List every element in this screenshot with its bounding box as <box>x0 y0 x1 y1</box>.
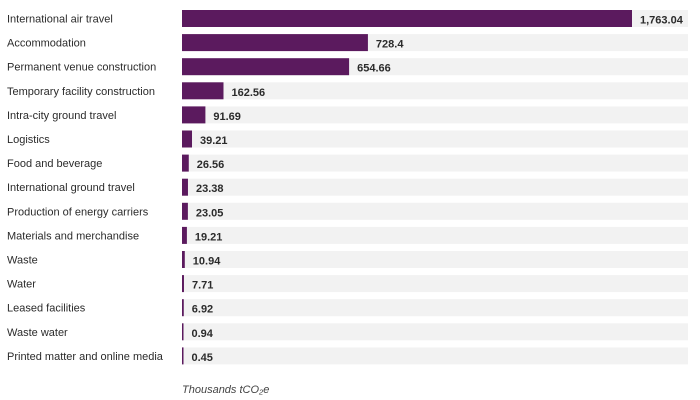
bar <box>182 58 350 76</box>
bar <box>182 34 368 52</box>
bar <box>182 202 188 220</box>
value-label: 654.66 <box>357 63 391 75</box>
category-label: Food and beverage <box>7 158 102 170</box>
value-label: 6.92 <box>192 304 213 316</box>
value-label: 162.56 <box>231 87 265 99</box>
category-label: Leased facilities <box>7 303 86 315</box>
bar-track <box>182 154 688 172</box>
bar <box>182 323 184 341</box>
bar-track <box>182 299 688 317</box>
category-label: Temporary facility construction <box>7 86 155 98</box>
bar-track <box>182 130 688 148</box>
bar-track <box>182 202 688 220</box>
bar <box>182 275 184 293</box>
bar <box>182 251 185 268</box>
category-label: Printed matter and online media <box>7 351 164 363</box>
value-label: 728.4 <box>376 39 404 51</box>
bar <box>182 10 632 27</box>
value-label: 10.94 <box>193 256 221 268</box>
value-label: 23.38 <box>196 183 224 195</box>
bar-track <box>182 275 688 293</box>
bar <box>182 130 193 148</box>
value-label: 39.21 <box>200 135 228 147</box>
bar-track <box>182 178 688 196</box>
category-label: International ground travel <box>7 182 135 194</box>
category-label: Water <box>7 279 36 291</box>
bar-track <box>182 347 688 365</box>
value-label: 19.21 <box>195 231 223 243</box>
bar <box>182 299 184 317</box>
bar <box>182 154 189 172</box>
bar-track <box>182 226 688 244</box>
value-label: 23.05 <box>196 207 224 219</box>
x-axis-unit-label: Thousands tCO₂e <box>182 384 269 396</box>
category-label: Waste water <box>7 327 68 339</box>
bar <box>182 178 188 196</box>
value-label: 0.45 <box>192 352 213 364</box>
value-label: 7.71 <box>192 280 213 292</box>
bar-track <box>182 251 688 268</box>
category-label: Intra-city ground travel <box>7 110 116 122</box>
value-label: 26.56 <box>197 159 225 171</box>
bar <box>182 347 184 365</box>
value-label: 0.94 <box>192 328 214 340</box>
bar <box>182 106 206 124</box>
category-label: International air travel <box>7 14 113 26</box>
bar-track <box>182 106 688 124</box>
category-label: Permanent venue construction <box>7 62 156 74</box>
category-label: Materials and merchandise <box>7 230 139 242</box>
category-label: Waste <box>7 255 38 267</box>
bar <box>182 82 224 100</box>
category-label: Logistics <box>7 134 50 146</box>
bar-track <box>182 323 688 341</box>
chart-rows: International air travel 1,763.04 Accommod… <box>7 10 688 365</box>
value-label: 1,763.04 <box>640 15 684 27</box>
bar-track <box>182 82 688 100</box>
category-label: Accommodation <box>7 38 86 50</box>
bar <box>182 226 187 244</box>
category-label: Production of energy carriers <box>7 206 149 218</box>
value-label: 91.69 <box>213 111 241 123</box>
